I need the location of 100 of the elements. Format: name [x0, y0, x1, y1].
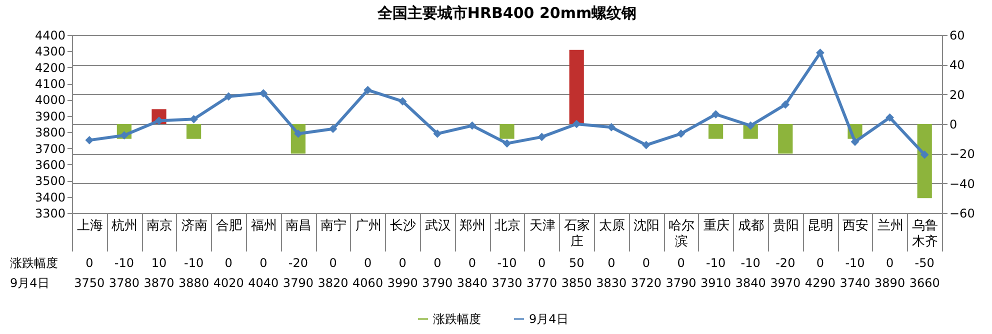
data-label: 0: [329, 256, 337, 270]
data-label: 0: [677, 256, 685, 270]
x-tick-label: 北京: [494, 218, 520, 234]
point: [850, 138, 860, 146]
data-label: 0: [224, 256, 232, 270]
y-tick-label: 3700: [34, 142, 66, 156]
data-label: 0: [398, 256, 406, 270]
y2-tick-label: −20: [950, 147, 975, 162]
x-tick-label: 长沙: [390, 218, 416, 234]
data-label: 0: [608, 256, 616, 270]
x-tick-label: 武汉: [424, 218, 451, 234]
x-tick-label: 杭州: [110, 218, 138, 234]
data-label: 3770: [526, 276, 558, 290]
data-label: -10: [740, 256, 760, 270]
x-tick-label: 重庆: [703, 218, 730, 234]
legend-label: 9月4日: [529, 312, 568, 326]
data-label: 3850: [561, 276, 592, 290]
data-label: 4290: [804, 276, 836, 290]
x-tick-label: 济南: [181, 218, 208, 234]
x-tick-label: 贵阳: [772, 218, 799, 234]
point: [920, 150, 929, 159]
data-label: 3740: [840, 276, 870, 290]
chart-title: 全国主要城市HRB400 20mm螺纹钢: [376, 4, 637, 22]
data-label: 0: [886, 256, 894, 270]
data-label: -20: [776, 256, 796, 270]
bar: [708, 124, 724, 139]
data-label: 3890: [874, 276, 906, 290]
data-label: 3830: [596, 276, 627, 290]
point: [816, 48, 824, 57]
point: [259, 89, 268, 98]
x-tick-label: 郑州: [460, 218, 486, 234]
x-tick-label: 西安: [842, 218, 868, 234]
y-tick-label: 3600: [34, 158, 66, 172]
x-tick-label: 南京: [146, 218, 172, 234]
y-tick-label: 4100: [34, 77, 66, 92]
data-label: 3910: [700, 276, 732, 290]
data-label: 0: [538, 256, 546, 270]
data-label: -50: [914, 256, 934, 270]
y-tick-label: 4000: [34, 93, 66, 108]
x-tick-label: 沈阳: [634, 218, 660, 234]
data-label: 4020: [213, 276, 244, 290]
data-label: 0: [260, 256, 268, 270]
data-label: 10: [151, 256, 167, 270]
data-label: 4060: [352, 276, 384, 290]
bar: [186, 124, 202, 139]
data-label: 0: [642, 256, 650, 270]
bar: [569, 50, 584, 124]
data-label: -10: [114, 256, 134, 270]
x-tick-label: 上海: [76, 218, 103, 234]
data-label: 3720: [630, 276, 662, 290]
x-tick-label: 成都: [738, 218, 764, 234]
point: [364, 86, 372, 94]
data-label: 3880: [178, 276, 210, 290]
x-tick-label: 福州: [250, 218, 277, 234]
y-tick-label: 4400: [34, 28, 66, 42]
data-label: 0: [434, 256, 442, 270]
point: [607, 123, 616, 132]
x-tick-label: 天津: [529, 218, 556, 234]
bar: [917, 124, 932, 198]
y2-tick-label: −60: [950, 206, 975, 220]
point: [538, 132, 546, 142]
point: [398, 97, 407, 106]
x-tick-label: 广州: [355, 218, 382, 234]
x-tick-label: 南宁: [320, 218, 346, 234]
data-label: 3790: [422, 276, 453, 290]
data-label: 3790: [282, 276, 314, 290]
point: [746, 121, 755, 130]
data-label: 3750: [74, 276, 105, 290]
y-tick-label: 3300: [34, 206, 66, 220]
data-label: 3820: [318, 276, 348, 290]
x-tick-label: 哈尔滨: [668, 218, 694, 250]
text: 9月4日: [10, 276, 50, 290]
y2-tick-label: 60: [950, 28, 965, 42]
y2-tick-label: 20: [950, 88, 965, 102]
x-tick-label: 太原: [598, 218, 625, 234]
data-label: 3660: [909, 276, 940, 290]
data-label: 3790: [666, 276, 696, 290]
point: [328, 124, 338, 134]
point: [433, 130, 442, 138]
y-tick-label: 4300: [34, 44, 66, 59]
y2-tick-label: 40: [950, 58, 965, 72]
data-label: -10: [184, 256, 204, 270]
x-tick-label: 石家庄: [564, 218, 590, 250]
y-tick-label: 3500: [34, 174, 66, 188]
x-tick-label: 乌鲁木齐: [912, 218, 938, 250]
data-label: -10: [706, 256, 726, 270]
x-tick-label: 合肥: [216, 218, 242, 234]
legend-label: 涨跌幅度: [433, 312, 481, 326]
data-label: 3990: [387, 276, 418, 290]
point: [468, 121, 476, 130]
data-label: 3970: [770, 276, 801, 290]
y2-tick-label: 0: [950, 118, 958, 132]
x-tick-label: 南昌: [286, 218, 312, 234]
data-label: -10: [845, 256, 865, 270]
point: [190, 114, 198, 124]
y2-tick-label: −40: [950, 176, 975, 191]
data-label: -20: [288, 256, 308, 270]
y-tick-label: 4200: [34, 60, 66, 75]
data-label: 3840: [456, 276, 488, 290]
point: [642, 140, 650, 150]
